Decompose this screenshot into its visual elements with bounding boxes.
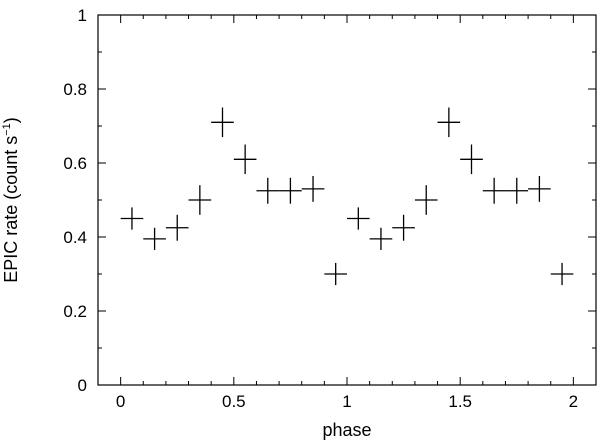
x-tick-label: 1 — [342, 392, 351, 411]
x-tick-label: 2 — [569, 392, 578, 411]
y-axis-label-main: EPIC rate (count s — [1, 136, 21, 283]
data-point — [256, 177, 280, 204]
y-tick-label: 0 — [78, 376, 87, 395]
data-point — [528, 175, 551, 202]
data-points — [120, 107, 574, 286]
y-axis-label-close: ) — [1, 117, 21, 123]
data-point — [414, 185, 438, 215]
data-point — [165, 214, 189, 241]
y-tick-label: 0.4 — [63, 228, 87, 247]
y-axis-label: EPIC rate (count s−1) — [1, 117, 21, 283]
data-point — [347, 207, 370, 230]
x-axis-label: phase — [322, 420, 371, 440]
data-point — [460, 144, 483, 175]
axis-ticks — [98, 14, 597, 386]
data-point — [188, 185, 212, 215]
data-point — [233, 144, 257, 175]
y-tick-label: 0.2 — [63, 302, 87, 321]
plot-frame — [97, 14, 597, 386]
data-point — [120, 207, 144, 230]
data-point — [482, 177, 506, 204]
data-point — [392, 214, 415, 241]
axis-tick-labels: 0 0.5 1 1.5 2 0 0.2 0.4 0.6 0.8 1 — [63, 6, 578, 411]
data-point — [143, 227, 166, 250]
data-point — [211, 107, 234, 138]
y-tick-label: 0.8 — [63, 80, 87, 99]
y-tick-label: 0.6 — [63, 154, 87, 173]
data-point — [505, 177, 529, 204]
data-point — [279, 177, 302, 204]
x-tick-label: 0 — [116, 392, 125, 411]
data-point — [301, 175, 325, 202]
data-point — [324, 262, 347, 286]
data-point — [369, 227, 393, 250]
y-axis-label-sup: −1 — [1, 123, 13, 136]
x-tick-label: 0.5 — [222, 392, 246, 411]
data-point — [437, 107, 461, 138]
y-tick-label: 1 — [78, 6, 87, 25]
data-point — [550, 262, 574, 286]
x-tick-label: 1.5 — [448, 392, 472, 411]
